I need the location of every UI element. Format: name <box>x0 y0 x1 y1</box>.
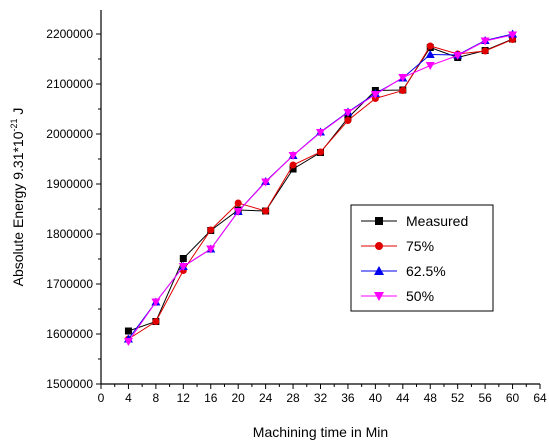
x-tick-label: 56 <box>478 391 492 405</box>
point-square <box>289 165 297 173</box>
point-circle <box>234 199 242 207</box>
y-axis-ticks: 1500000 1600000 1700000 1800000 1900000 20000… <box>46 27 101 391</box>
legend-item: Measured <box>361 213 468 229</box>
y-tick-label: 2000000 <box>46 127 93 141</box>
point-square <box>375 217 383 225</box>
x-tick-label: 4 <box>125 391 132 405</box>
point-circle <box>289 161 297 169</box>
x-tick-label: 16 <box>204 391 218 405</box>
series-50- <box>123 31 518 346</box>
legend-item: 62.5% <box>361 263 446 279</box>
x-tick-label: 0 <box>98 391 105 405</box>
point-triangle-up <box>425 50 435 58</box>
y-tick-label: 2200000 <box>46 27 93 41</box>
x-tick-label: 64 <box>533 391 547 405</box>
x-tick-label: 36 <box>341 391 355 405</box>
x-tick-label: 24 <box>259 391 273 405</box>
point-circle <box>344 117 352 124</box>
point-triangle-down <box>425 62 435 70</box>
x-axis-title: Machining time in Min <box>253 424 388 440</box>
y-tick-label: 1600000 <box>46 327 93 341</box>
point-triangle-down <box>178 263 188 271</box>
axes <box>100 10 540 385</box>
legend-box <box>350 204 494 312</box>
point-circle <box>262 207 270 215</box>
x-tick-label: 32 <box>314 391 328 405</box>
point-square <box>124 327 132 335</box>
point-triangle-down <box>370 91 380 99</box>
legend-item: 50% <box>361 288 434 304</box>
point-triangle-down <box>123 338 133 346</box>
point-triangle-down <box>508 31 518 40</box>
legend-item: 75% <box>361 238 434 254</box>
y-axis-title-unit: J <box>10 108 26 119</box>
point-triangle-down <box>453 52 463 60</box>
legend-label: 75% <box>406 238 434 254</box>
point-triangle-down <box>206 245 216 254</box>
y-tick-label: 1800000 <box>46 227 93 241</box>
series-layer <box>123 29 518 346</box>
point-square <box>179 255 187 262</box>
point-circle <box>375 242 383 250</box>
y-tick-label: 1900000 <box>46 177 93 191</box>
point-triangle-down <box>316 129 325 137</box>
legend-label: 62.5% <box>406 263 446 279</box>
point-circle <box>207 226 215 234</box>
x-tick-label: 40 <box>369 391 383 405</box>
point-circle <box>399 87 407 94</box>
point-triangle-down <box>480 37 490 46</box>
y-axis-title-exponent: -21 <box>9 118 19 131</box>
x-tick-label: 48 <box>424 391 438 405</box>
point-circle <box>317 148 324 156</box>
legend: Measured 75% 62.5% 50% <box>350 204 494 312</box>
x-tick-label: 60 <box>506 391 520 405</box>
x-tick-label: 8 <box>153 391 160 405</box>
x-tick-label: 52 <box>451 391 465 405</box>
y-tick-label: 1700000 <box>46 277 93 291</box>
x-tick-label: 12 <box>177 391 191 405</box>
legend-label: 50% <box>406 288 434 304</box>
point-triangle-down <box>343 109 353 117</box>
y-axis-title-main: Absolute Energy 9.31*10 <box>10 131 26 286</box>
point-circle <box>426 42 434 50</box>
point-triangle-down <box>151 298 161 307</box>
point-circle <box>481 47 489 55</box>
point-triangle-down <box>374 292 384 301</box>
y-tick-label: 2100000 <box>46 77 93 91</box>
x-axis-ticks: 0 4 8 12 16 20 24 28 32 36 40 44 48 52 56 60 64 <box>98 384 547 405</box>
x-tick-label: 20 <box>232 391 246 405</box>
x-tick-label: 28 <box>286 391 300 405</box>
y-tick-label: 1500000 <box>46 377 93 391</box>
point-triangle-down <box>288 152 298 160</box>
point-triangle-down <box>398 74 408 82</box>
point-triangle-down <box>233 208 243 216</box>
y-axis-title: Absolute Energy 9.31*10-21 J <box>9 108 26 287</box>
point-triangle-down <box>261 178 271 187</box>
point-circle <box>152 318 160 325</box>
legend-label: Measured <box>406 213 468 229</box>
x-tick-label: 44 <box>396 391 410 405</box>
point-triangle-up <box>374 266 384 275</box>
